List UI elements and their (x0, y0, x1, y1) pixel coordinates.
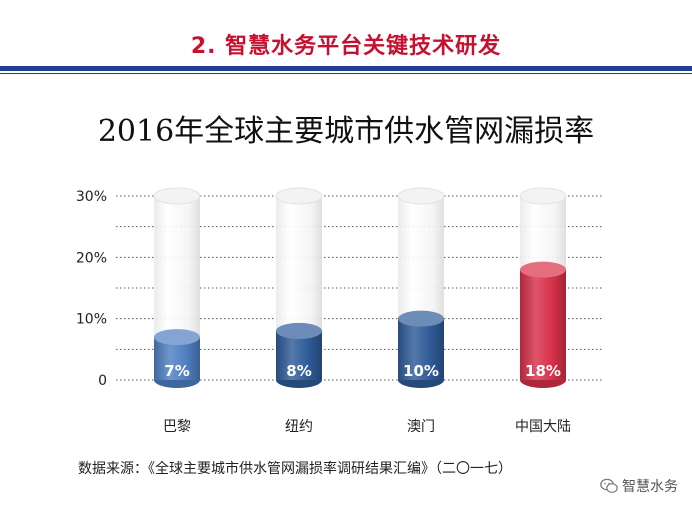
bar-glass-top (153, 187, 201, 205)
wechat-icon (600, 478, 618, 494)
chart-title: 2016年全球主要城市供水管网漏损率 (97, 114, 595, 149)
bar-value-label: 8% (286, 362, 311, 380)
header-rule (0, 66, 692, 71)
slide-title: 2. 智慧水务平台关键技术研发 (190, 34, 502, 59)
x-axis-labels: 巴黎 纽约 澳门 中国大陆 (163, 419, 571, 435)
watermark: 智慧水务 (600, 476, 678, 496)
bar-top (398, 310, 444, 327)
y-tick-label: 0 (98, 373, 107, 389)
x-tick-label: 巴黎 (163, 419, 191, 435)
bar (276, 330, 322, 380)
bars: 7% 8% 10% 18% (153, 187, 567, 388)
data-source-note: 数据来源：《全球主要城市供水管网漏损率调研结果汇编》（二〇一七） (78, 461, 512, 477)
x-tick-label: 纽约 (285, 419, 313, 435)
bar-top (520, 261, 566, 278)
x-tick-label: 中国大陆 (515, 419, 571, 435)
y-tick-label: 30% (76, 189, 107, 205)
bar-glass-top (397, 187, 445, 205)
y-axis-ticks: 0 10% 20% 30% (76, 189, 107, 389)
y-tick-label: 10% (76, 312, 107, 328)
bar (398, 318, 444, 380)
watermark-text: 智慧水务 (622, 479, 678, 495)
bar-value-label: 18% (525, 362, 561, 380)
header-rule-thin (0, 73, 692, 74)
bar-glass-top (275, 187, 323, 205)
bar-top (154, 329, 200, 346)
bar-glass-top (519, 187, 567, 205)
x-tick-label: 澳门 (407, 419, 435, 435)
bar (520, 269, 566, 380)
bar-value-label: 7% (164, 362, 189, 380)
y-tick-label: 20% (76, 250, 107, 266)
slide-header: 2. 智慧水务平台关键技术研发 (0, 0, 692, 66)
bar-top (276, 322, 322, 339)
bar-value-label: 10% (403, 362, 439, 380)
